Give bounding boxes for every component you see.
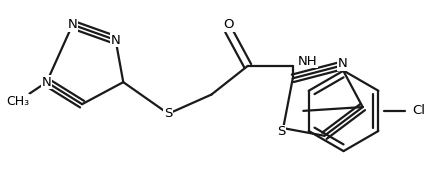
Text: N: N (111, 34, 120, 47)
Text: Cl: Cl (413, 104, 424, 117)
Text: N: N (338, 57, 347, 70)
Text: N: N (68, 18, 78, 31)
Text: N: N (42, 76, 52, 89)
Text: CH₃: CH₃ (6, 95, 30, 108)
Text: O: O (223, 18, 234, 31)
Text: S: S (164, 107, 173, 120)
Text: NH: NH (298, 55, 317, 68)
Text: S: S (277, 126, 285, 139)
